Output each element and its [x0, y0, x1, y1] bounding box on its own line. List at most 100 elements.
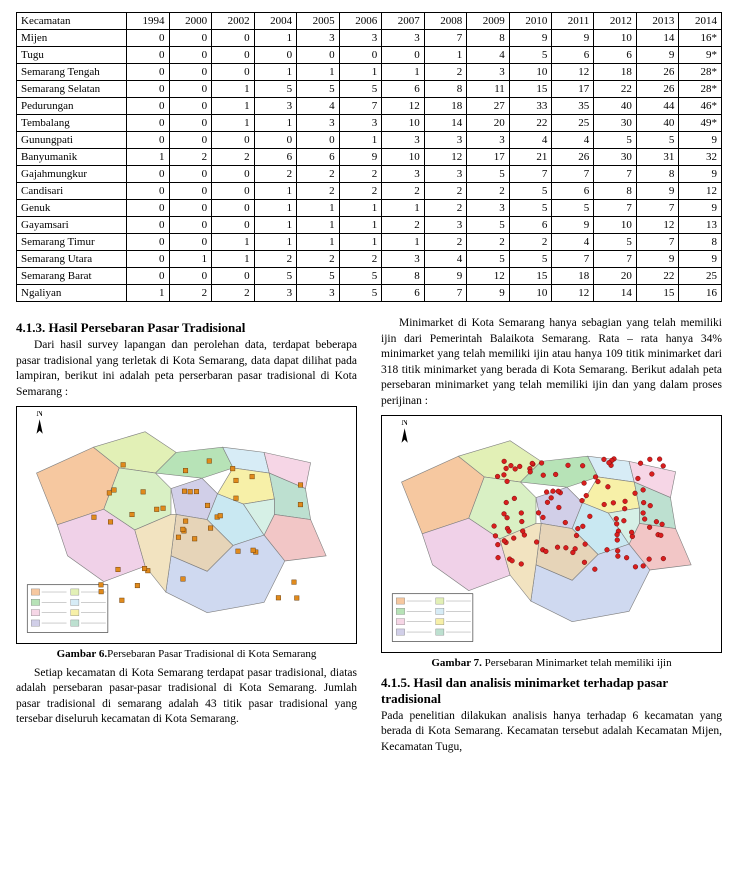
table-cell: 25 [552, 115, 594, 132]
table-cell: 8 [382, 268, 425, 285]
figure-caption-text: Persebaran Minimarket telah memiliki iji… [482, 657, 672, 669]
table-cell-name: Genuk [17, 200, 127, 217]
table-header-year: 2009 [467, 13, 510, 30]
table-row: Gunungpati00000133344559 [17, 132, 722, 149]
table-cell: 3 [467, 64, 510, 81]
table-cell: 5 [467, 251, 510, 268]
table-cell: 11 [467, 81, 510, 98]
table-cell: 25 [679, 268, 722, 285]
table-cell: 1 [382, 200, 425, 217]
table-header-year: 2008 [424, 13, 467, 30]
section-title-415: 4.1.5. Hasil dan analisis minimarket ter… [381, 675, 722, 707]
table-cell: 0 [212, 268, 255, 285]
table-cell: 7 [424, 285, 467, 302]
table-cell: 1 [127, 149, 170, 166]
table-header-year: 2007 [382, 13, 425, 30]
content-columns: 4.1.3. Hasil Persebaran Pasar Tradisiona… [16, 316, 722, 759]
table-row: Candisari000122222568912 [17, 183, 722, 200]
table-cell: 40 [636, 115, 679, 132]
table-cell: 7 [636, 234, 679, 251]
table-cell: 12 [467, 268, 510, 285]
table-cell: 2 [424, 200, 467, 217]
table-cell: 15 [509, 268, 552, 285]
table-cell: 14 [424, 115, 467, 132]
table-cell: 7 [636, 200, 679, 217]
table-cell: 7 [552, 166, 594, 183]
table-cell: 1 [254, 30, 297, 47]
table-cell: 2 [339, 183, 382, 200]
table-cell: 35 [552, 98, 594, 115]
table-cell: 0 [169, 217, 212, 234]
table-cell: 9 [636, 183, 679, 200]
table-cell: 22 [509, 115, 552, 132]
table-cell: 0 [127, 64, 170, 81]
figure-caption-text: Persebaran Pasar Tradisional di Kota Sem… [107, 648, 316, 660]
table-cell: 40 [594, 98, 637, 115]
table-cell: 18 [552, 268, 594, 285]
table-cell: 31 [636, 149, 679, 166]
table-cell: 0 [127, 30, 170, 47]
map-pasar-tradisional: N [21, 411, 352, 639]
table-header-year: 2010 [509, 13, 552, 30]
table-cell: 0 [212, 30, 255, 47]
table-cell: 4 [467, 47, 510, 64]
table-cell: 21 [509, 149, 552, 166]
table-cell: 1 [297, 217, 340, 234]
table-header-year: 2011 [552, 13, 594, 30]
table-cell: 14 [594, 285, 637, 302]
table-cell: 4 [424, 251, 467, 268]
table-cell: 1 [424, 47, 467, 64]
table-cell: 0 [212, 64, 255, 81]
table-cell: 13 [679, 217, 722, 234]
table-cell: 2 [169, 285, 212, 302]
table-cell: 8 [679, 234, 722, 251]
table-cell-name: Semarang Timur [17, 234, 127, 251]
table-cell: 17 [467, 149, 510, 166]
table-cell: 12 [679, 183, 722, 200]
table-cell: 7 [339, 98, 382, 115]
table-cell: 0 [169, 268, 212, 285]
table-cell: 6 [382, 81, 425, 98]
table-cell: 0 [169, 115, 212, 132]
table-cell: 0 [127, 47, 170, 64]
table-cell: 7 [594, 200, 637, 217]
table-cell-name: Pedurungan [17, 98, 127, 115]
table-row: Gajahmungkur00022233577789 [17, 166, 722, 183]
table-cell: 1 [339, 132, 382, 149]
table-cell: 26 [636, 64, 679, 81]
table-cell-name: Semarang Barat [17, 268, 127, 285]
table-cell: 3 [254, 285, 297, 302]
table-header-year: 2006 [339, 13, 382, 30]
table-cell: 6 [254, 149, 297, 166]
table-cell: 0 [169, 64, 212, 81]
table-cell: 27 [467, 98, 510, 115]
table-cell: 12 [382, 98, 425, 115]
table-cell: 2 [382, 217, 425, 234]
table-cell: 10 [382, 115, 425, 132]
section-title-413: 4.1.3. Hasil Persebaran Pasar Tradisiona… [16, 320, 357, 336]
table-cell: 1 [169, 251, 212, 268]
table-cell: 9 [636, 251, 679, 268]
table-cell: 49* [679, 115, 722, 132]
table-cell: 1 [339, 200, 382, 217]
table-cell: 22 [636, 268, 679, 285]
table-cell: 4 [552, 132, 594, 149]
table-cell: 2 [424, 183, 467, 200]
table-cell-name: Semarang Tengah [17, 64, 127, 81]
table-cell: 3 [339, 115, 382, 132]
table-cell: 10 [509, 285, 552, 302]
table-cell: 28* [679, 81, 722, 98]
table-cell-name: Ngaliyan [17, 285, 127, 302]
table-cell: 9 [636, 47, 679, 64]
table-header-year: 2004 [254, 13, 297, 30]
table-cell: 7 [424, 30, 467, 47]
table-cell: 3 [254, 98, 297, 115]
table-cell: 4 [552, 234, 594, 251]
table-cell: 10 [509, 64, 552, 81]
table-cell: 6 [297, 149, 340, 166]
table-cell: 1 [254, 183, 297, 200]
table-cell-name: Semarang Selatan [17, 81, 127, 98]
table-cell: 1 [212, 234, 255, 251]
paragraph: Pada penelitian dilakukan analisis hanya… [381, 709, 722, 756]
table-cell: 30 [594, 115, 637, 132]
